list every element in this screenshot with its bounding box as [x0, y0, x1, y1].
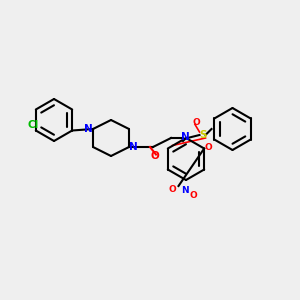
Text: N: N — [181, 131, 190, 142]
Text: O: O — [193, 118, 200, 127]
Text: O: O — [205, 142, 212, 152]
Text: N: N — [181, 186, 188, 195]
Text: Cl: Cl — [27, 119, 38, 130]
Text: O: O — [150, 151, 159, 161]
Text: N: N — [129, 142, 138, 152]
Text: O: O — [169, 184, 176, 194]
Text: O: O — [190, 190, 197, 200]
Text: N: N — [84, 124, 93, 134]
Text: S: S — [199, 130, 206, 140]
